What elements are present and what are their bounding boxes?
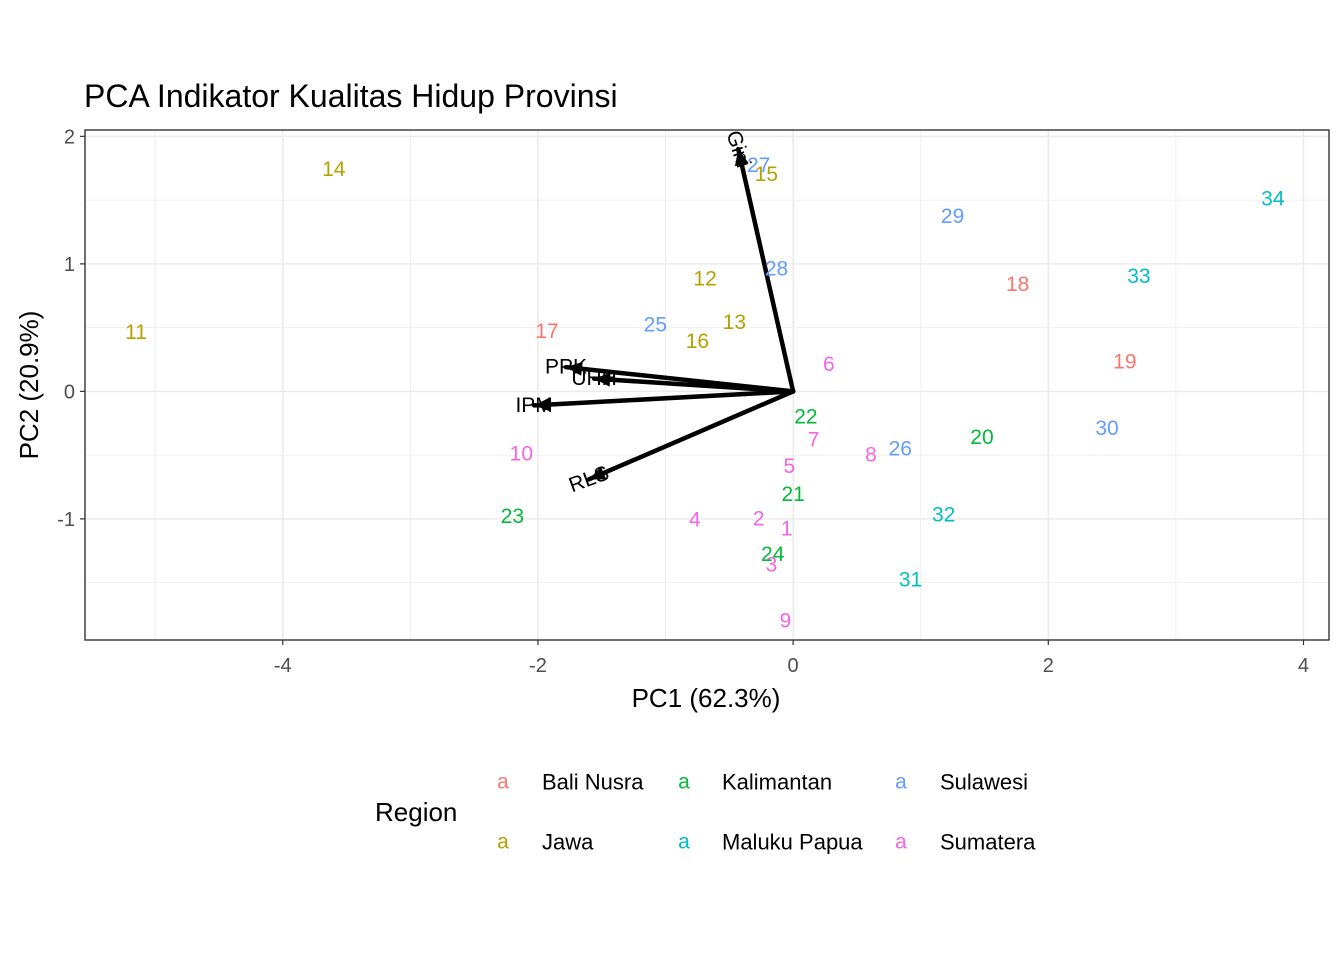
loading-arrow-head — [594, 372, 611, 387]
x-tick-label: 4 — [1298, 655, 1309, 677]
point-label: 1 — [781, 518, 793, 541]
legend-key: a — [497, 771, 509, 794]
legend-item: a Maluku Papua — [678, 830, 863, 855]
legend-label: Maluku Papua — [722, 830, 863, 855]
x-tick-label: -4 — [274, 655, 292, 677]
point-label: 4 — [689, 509, 701, 532]
legend-key: a — [497, 831, 509, 854]
legend-label: Sumatera — [940, 830, 1036, 855]
loading-label: IPM — [515, 394, 552, 417]
point-label: 7 — [808, 428, 820, 451]
legend-item: a Jawa — [497, 830, 594, 855]
point-label: 19 — [1113, 351, 1136, 374]
point-label: 9 — [780, 609, 792, 632]
x-tick-label: -2 — [529, 655, 547, 677]
y-tick-label: 1 — [64, 254, 75, 276]
loading-arrow-head — [734, 149, 749, 167]
point-label: 23 — [501, 505, 524, 528]
loading-label: PPK — [545, 356, 587, 379]
point-label: 25 — [644, 314, 667, 337]
point-label: 3 — [766, 553, 778, 576]
legend-key: a — [678, 771, 690, 794]
plot-border — [84, 129, 1330, 641]
legend-label: Sulawesi — [940, 770, 1028, 795]
legend-key: a — [678, 831, 690, 854]
loading-label: UHH — [571, 367, 617, 390]
x-tick-label: 0 — [788, 655, 799, 677]
point-label: 5 — [783, 455, 795, 478]
legend-item: a Sulawesi — [895, 770, 1028, 795]
legend: Region a Bali Nusra a Jawa a Kalimantan a Maluk… — [375, 770, 1036, 855]
y-tick-label: 2 — [64, 126, 75, 148]
legend-label: Kalimantan — [722, 770, 832, 795]
point-label: 29 — [941, 205, 964, 228]
chart-title: PCA Indikator Kualitas Hidup Provinsi — [84, 78, 618, 114]
point-label: 31 — [899, 569, 922, 592]
point-label: 15 — [755, 163, 778, 186]
loading-arrow-line — [531, 389, 796, 408]
point-label: 22 — [794, 405, 817, 428]
point-label: 17 — [535, 320, 558, 343]
x-tick-label: 2 — [1043, 655, 1054, 677]
loading-arrow-line — [736, 146, 796, 394]
point-label: 10 — [510, 442, 533, 465]
point-label: 24 — [761, 543, 785, 566]
point-label: 18 — [1006, 273, 1029, 296]
legend-label: Bali Nusra — [542, 770, 644, 795]
y-axis-title: PC2 (20.9%) — [14, 311, 44, 460]
point-label: 13 — [723, 311, 746, 334]
point-label: 12 — [693, 268, 716, 291]
legend-item: a Sumatera — [895, 830, 1036, 855]
point-label: 33 — [1127, 265, 1150, 288]
loading-arrow-line — [591, 376, 796, 394]
legend-key: a — [895, 831, 907, 854]
loading-arrow-head — [588, 466, 607, 480]
point-label: 6 — [823, 353, 835, 376]
legend-title: Region — [375, 797, 457, 827]
legend-item: a Bali Nusra — [497, 770, 644, 795]
loading-uhh: UHH — [571, 367, 796, 394]
loading-arrow-line — [586, 389, 796, 482]
y-tick-label: 0 — [64, 381, 75, 403]
point-label: 30 — [1095, 417, 1118, 440]
x-axis-title: PC1 (62.3%) — [632, 683, 781, 713]
point-label: 11 — [125, 321, 147, 344]
point-label: 21 — [781, 483, 804, 506]
point-label: 27 — [747, 154, 770, 177]
loading-arrow-head — [534, 397, 551, 412]
point-label: 28 — [765, 257, 788, 280]
legend-item: a Kalimantan — [678, 770, 832, 795]
point-label: 8 — [865, 444, 877, 467]
point-label: 34 — [1261, 187, 1285, 210]
point-label: 2 — [753, 507, 765, 530]
y-tick-label: -1 — [57, 509, 75, 531]
loading-arrow-head — [566, 361, 583, 376]
legend-label: Jawa — [542, 830, 594, 855]
point-label: 20 — [970, 426, 993, 449]
point-label: 32 — [932, 504, 955, 527]
point-label: 14 — [322, 158, 346, 181]
point-label: 26 — [889, 437, 912, 460]
loading-ipm: IPM — [515, 389, 796, 417]
legend-key: a — [895, 771, 907, 794]
point-label: 16 — [686, 330, 709, 353]
